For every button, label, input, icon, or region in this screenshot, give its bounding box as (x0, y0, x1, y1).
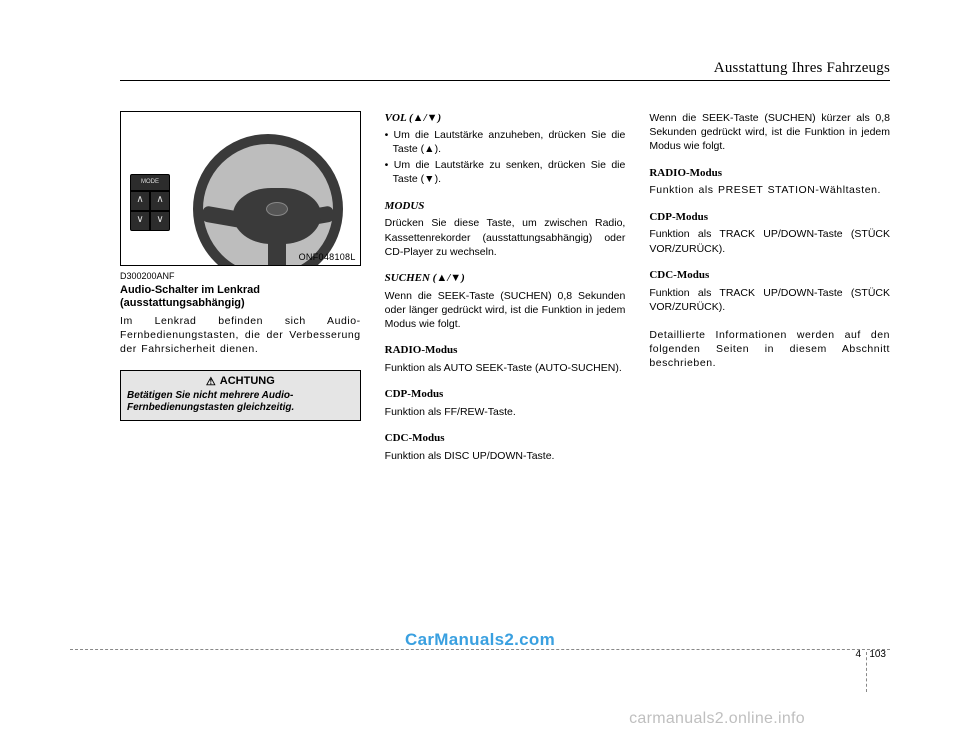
warning-body: Betätigen Sie nicht mehrere Audio-Fernbe… (121, 390, 360, 420)
page-chapter: 4 (855, 649, 861, 660)
radio-heading-3: RADIO-Modus (649, 166, 890, 181)
figure-code: ONF048108L (299, 251, 356, 263)
intro-paragraph: Im Lenkrad befinden sich Audio-Fernbedie… (120, 314, 361, 357)
warning-box: ⚠ ACHTUNG Betätigen Sie nicht mehrere Aud… (120, 370, 361, 421)
heading-line1: Audio-Schalter im Lenkrad (120, 284, 260, 296)
column-1: MODE ∧ ∨ ∧ ∨ ONF048108L D300200ANF Audio… (120, 111, 361, 463)
section-heading: Audio-Schalter im Lenkrad (ausstattungsa… (120, 284, 361, 310)
warning-icon: ⚠ (206, 375, 216, 390)
column-3: Wenn die SEEK-Taste (SUCHEN) kürzer als … (649, 111, 890, 463)
vol-down-icon: ∨ (130, 211, 150, 231)
col3-intro: Wenn die SEEK-Taste (SUCHEN) kürzer als … (649, 111, 890, 154)
content-columns: MODE ∧ ∨ ∧ ∨ ONF048108L D300200ANF Audio… (120, 111, 890, 463)
cdp-text-3: Funktion als TRACK UP/DOWN-Taste (STÜCK … (649, 227, 890, 255)
vol-up-icon: ∧ (130, 191, 150, 211)
steering-wheel-icon (193, 134, 343, 266)
cdp-text: Funktion als FF/REW-Taste. (385, 405, 626, 419)
cdc-text: Funktion als DISC UP/DOWN-Taste. (385, 449, 626, 463)
wheel-hub-icon (233, 188, 321, 244)
vol-item: Um die Lautstärke anzuheben, drücken Sie… (385, 128, 626, 156)
vol-list: Um die Lautstärke anzuheben, drücken Sie… (385, 128, 626, 187)
mode-button-icon: MODE (130, 174, 170, 191)
cdp-heading: CDP-Modus (385, 387, 626, 402)
header-rule (120, 80, 890, 81)
wheel-logo-icon (266, 202, 288, 216)
cdc-text-3: Funktion als TRACK UP/DOWN-Taste (STÜCK … (649, 286, 890, 314)
section-code: D300200ANF (120, 270, 361, 282)
cdc-heading: CDC-Modus (385, 431, 626, 446)
radio-heading: RADIO-Modus (385, 343, 626, 358)
page-number-divider (866, 652, 867, 692)
heading-line2: (ausstattungsabhängig) (120, 297, 245, 309)
modus-text: Drücken Sie diese Taste, um zwischen Rad… (385, 216, 626, 259)
seek-down-icon: ∨ (150, 211, 170, 231)
cdc-heading-3: CDC-Modus (649, 268, 890, 283)
header-title: Ausstattung Ihres Fahrzeugs (120, 60, 890, 77)
warning-title: ⚠ ACHTUNG (121, 371, 360, 390)
column-2: VOL (▲/▼) Um die Lautstärke anzuheben, d… (385, 111, 626, 463)
watermark-secondary: carmanuals2.online.info (629, 710, 805, 728)
watermark-primary: CarManuals2.com (0, 630, 960, 650)
manual-page: Ausstattung Ihres Fahrzeugs MODE ∧ ∨ ∧ (0, 0, 960, 742)
vol-heading: VOL (▲/▼) (385, 111, 626, 126)
suchen-heading: SUCHEN (▲/▼) (385, 271, 626, 286)
suchen-text: Wenn die SEEK-Taste (SUCHEN) 0,8 Sekunde… (385, 289, 626, 332)
vol-item: Um die Lautstärke zu senken, drücken Sie… (385, 158, 626, 186)
radio-text-3: Funktion als PRESET STATION-Wähltasten. (649, 183, 890, 197)
modus-heading: MODUS (385, 199, 626, 214)
audio-control-pad: MODE ∧ ∨ ∧ ∨ (130, 174, 170, 234)
page-header: Ausstattung Ihres Fahrzeugs (120, 60, 890, 81)
warning-title-text: ACHTUNG (220, 375, 275, 387)
page-number-value: 103 (869, 649, 886, 660)
radio-text: Funktion als AUTO SEEK-Taste (AUTO-SUCHE… (385, 361, 626, 375)
detail-paragraph: Detaillierte Informationen werden auf de… (649, 328, 890, 371)
seek-up-icon: ∧ (150, 191, 170, 211)
steering-wheel-figure: MODE ∧ ∨ ∧ ∨ ONF048108L (120, 111, 361, 266)
cdp-heading-3: CDP-Modus (649, 210, 890, 225)
